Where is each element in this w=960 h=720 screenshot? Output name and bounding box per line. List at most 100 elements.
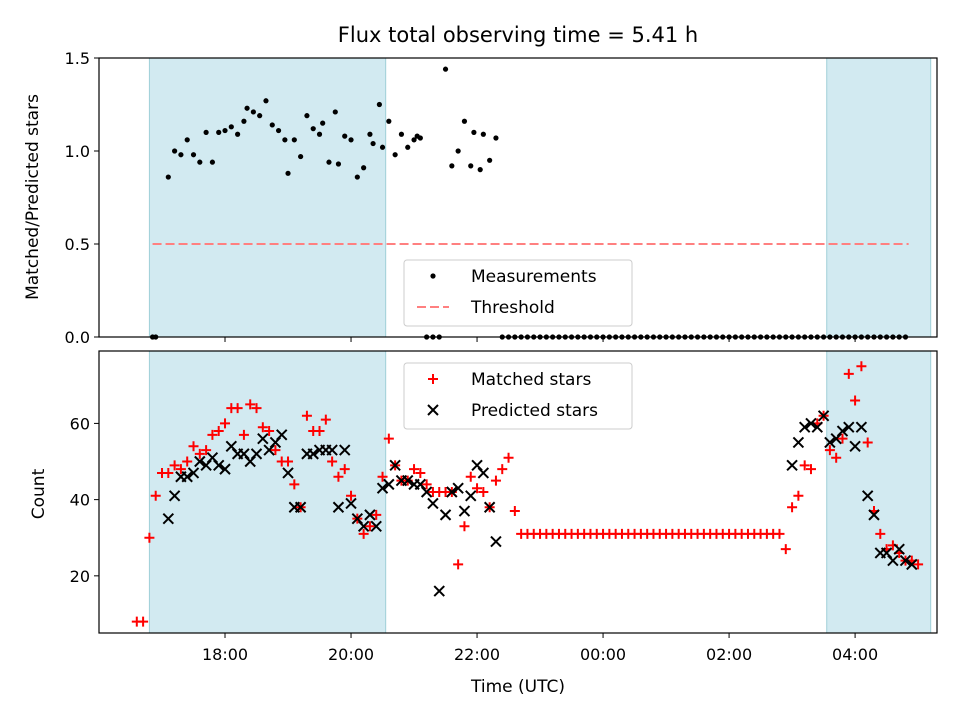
bottom-plot-frame bbox=[98, 350, 938, 634]
predicted-star-point bbox=[824, 436, 836, 449]
predicted-star-point bbox=[439, 509, 452, 521]
matched-star-point bbox=[459, 521, 470, 532]
measurement-point bbox=[228, 124, 234, 130]
matched-star-point bbox=[875, 528, 886, 539]
measurement-point bbox=[209, 159, 216, 165]
predicted-star-point bbox=[427, 497, 439, 510]
measurement-point bbox=[471, 129, 477, 135]
measurement-point bbox=[285, 170, 291, 176]
matched-star-point bbox=[793, 490, 804, 501]
measurement-point bbox=[165, 174, 171, 180]
matched-star-point bbox=[824, 445, 835, 456]
predicted-star-point bbox=[326, 444, 338, 456]
matched-star-point bbox=[283, 456, 294, 467]
predicted-star-point bbox=[194, 455, 206, 468]
shaded-region-top-1 bbox=[826, 57, 932, 338]
predicted-star-point bbox=[887, 554, 899, 567]
measurement-point bbox=[184, 137, 190, 143]
x-tick-label: 02:00 bbox=[706, 645, 752, 664]
top-legend-box bbox=[403, 259, 633, 327]
matched-star-point bbox=[163, 467, 174, 478]
predicted-star-point bbox=[364, 509, 376, 521]
x-tick-label: 00:00 bbox=[580, 645, 626, 664]
matched-star-point bbox=[327, 456, 338, 467]
predicted-star-point bbox=[849, 440, 861, 452]
legend-label: Predicted stars bbox=[471, 401, 598, 421]
matched-star-point bbox=[232, 403, 243, 414]
measurement-point bbox=[326, 159, 332, 165]
x-tick-label: 20:00 bbox=[328, 645, 374, 664]
predicted-star-point bbox=[357, 520, 370, 533]
measurement-point bbox=[386, 118, 392, 124]
matched-star-point bbox=[415, 467, 426, 478]
x-tick-label: 04:00 bbox=[832, 645, 878, 664]
predicted-star-point bbox=[811, 421, 823, 433]
matched-star-point bbox=[339, 464, 350, 475]
predicted-star-point bbox=[376, 482, 389, 494]
top-y-tick-label: 0.5 bbox=[65, 235, 90, 254]
matched-star-point bbox=[150, 490, 161, 501]
measurement-point bbox=[203, 129, 209, 135]
measurement-point bbox=[320, 120, 326, 126]
matched-star-point bbox=[194, 448, 205, 459]
matched-star-point bbox=[270, 445, 281, 456]
matched-star-point bbox=[182, 456, 193, 467]
top-y-tick-label: 1.5 bbox=[65, 49, 90, 68]
measurement-point bbox=[417, 135, 423, 141]
matched-star-point bbox=[364, 521, 375, 532]
predicted-star-point bbox=[389, 459, 401, 472]
predicted-star-point bbox=[893, 543, 905, 555]
matched-star-point bbox=[497, 464, 508, 475]
matched-star-point bbox=[490, 475, 501, 486]
predicted-star-point bbox=[187, 467, 200, 479]
measurement-point bbox=[250, 109, 256, 115]
bottom-y-tick-label: 40 bbox=[70, 491, 90, 510]
legend-label: Threshold bbox=[470, 298, 555, 318]
matched-star-point bbox=[346, 490, 357, 501]
legend-marker-matched bbox=[428, 374, 438, 384]
measurement-point bbox=[370, 140, 376, 147]
predicted-star-point bbox=[458, 505, 471, 517]
measurement-point bbox=[216, 129, 222, 135]
matched-star-point bbox=[188, 441, 199, 452]
predicted-star-point bbox=[420, 486, 433, 498]
shaded-region-bottom-0 bbox=[148, 350, 387, 634]
predicted-star-point bbox=[433, 585, 445, 597]
measurement-point bbox=[449, 163, 455, 169]
measurement-point bbox=[405, 144, 411, 150]
predicted-star-point bbox=[490, 535, 502, 548]
predicted-star-point bbox=[383, 478, 395, 491]
measurement-point bbox=[493, 135, 499, 141]
matched-star-point bbox=[478, 487, 489, 497]
measurement-point bbox=[392, 152, 398, 158]
predicted-star-point bbox=[855, 421, 868, 433]
predicted-star-point bbox=[861, 490, 874, 502]
measurement-point bbox=[310, 126, 316, 132]
matched-star-point bbox=[774, 528, 785, 539]
predicted-star-point bbox=[843, 421, 855, 433]
measurement-point bbox=[461, 118, 468, 124]
measurement-point bbox=[304, 113, 310, 119]
measurement-point bbox=[335, 161, 342, 167]
matched-star-point bbox=[264, 426, 275, 437]
measurement-point bbox=[354, 174, 360, 180]
predicted-star-point bbox=[257, 432, 269, 445]
matched-star-point bbox=[144, 532, 155, 543]
measurement-point bbox=[172, 148, 178, 154]
matched-star-point bbox=[805, 464, 816, 475]
predicted-star-point bbox=[465, 490, 477, 502]
measurement-point bbox=[332, 109, 338, 115]
legend-label: Matched stars bbox=[471, 370, 591, 390]
predicted-star-point bbox=[446, 486, 458, 498]
measurement-point bbox=[222, 127, 228, 134]
measurement-point bbox=[411, 137, 417, 143]
x-tick-label: 22:00 bbox=[454, 645, 500, 664]
measurement-point bbox=[342, 133, 348, 139]
predicted-star-point bbox=[168, 490, 181, 502]
predicted-star-point bbox=[805, 417, 817, 430]
matched-star-point bbox=[220, 418, 231, 429]
top-plot-frame bbox=[98, 57, 938, 338]
matched-star-point bbox=[831, 452, 842, 463]
predicted-star-point bbox=[219, 463, 231, 475]
